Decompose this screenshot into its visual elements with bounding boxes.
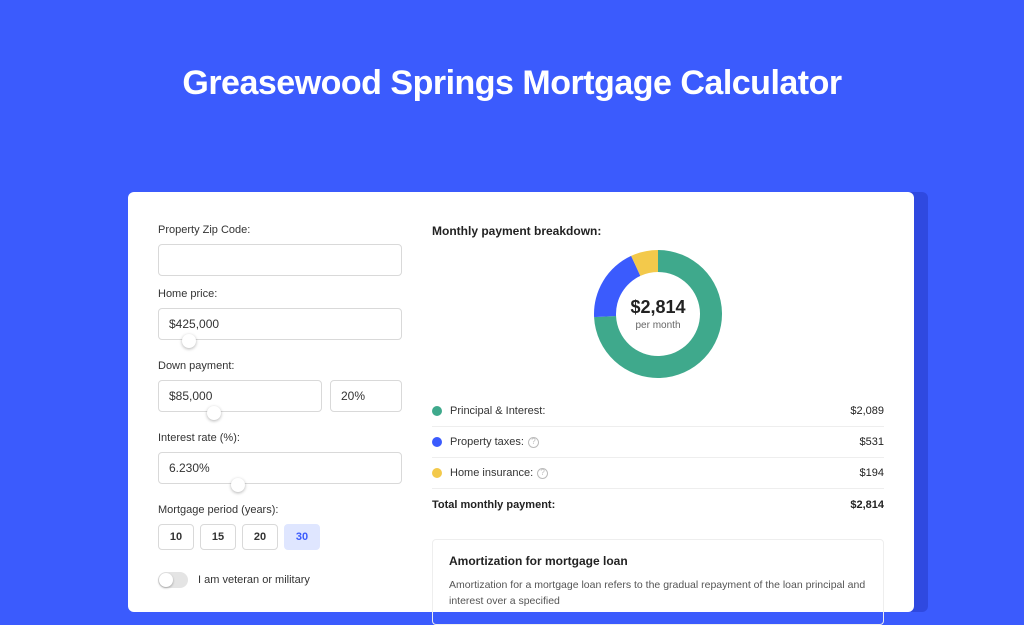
donut-center-sub: per month (630, 320, 685, 331)
down-payment-slider[interactable] (158, 410, 402, 420)
veteran-toggle[interactable] (158, 572, 188, 588)
total-amount: $2,814 (850, 499, 884, 511)
breakdown-line-amount: $194 (860, 467, 884, 479)
breakdown-line-amount: $2,089 (850, 405, 884, 417)
period-option-15[interactable]: 15 (200, 524, 236, 550)
veteran-label: I am veteran or military (198, 574, 310, 586)
period-option-20[interactable]: 20 (242, 524, 278, 550)
calculator-card: Property Zip Code: Home price: Down paym… (128, 192, 914, 612)
donut-center-amount: $2,814 (630, 297, 685, 318)
breakdown-line-amount: $531 (860, 436, 884, 448)
home-price-label: Home price: (158, 288, 402, 300)
donut-chart: $2,814 per month (594, 250, 722, 378)
interest-rate-slider[interactable] (158, 482, 402, 492)
interest-rate-label: Interest rate (%): (158, 432, 402, 444)
breakdown-title: Monthly payment breakdown: (432, 224, 884, 238)
home-price-input[interactable] (158, 308, 402, 340)
period-label: Mortgage period (years): (158, 504, 402, 516)
breakdown-line: Property taxes:?$531 (432, 426, 884, 457)
amortization-section: Amortization for mortgage loan Amortizat… (432, 539, 884, 625)
breakdown-line: Principal & Interest:$2,089 (432, 396, 884, 426)
interest-rate-slider-thumb[interactable] (231, 478, 245, 492)
down-payment-label: Down payment: (158, 360, 402, 372)
total-label: Total monthly payment: (432, 499, 850, 511)
amortization-title: Amortization for mortgage loan (449, 554, 867, 568)
amortization-text: Amortization for a mortgage loan refers … (449, 578, 867, 610)
veteran-toggle-knob (159, 573, 173, 587)
breakdown-line-label: Home insurance:? (450, 467, 860, 479)
down-payment-pct-input[interactable] (330, 380, 402, 412)
home-price-slider-thumb[interactable] (182, 334, 196, 348)
page-title: Greasewood Springs Mortgage Calculator (0, 64, 1024, 103)
period-options: 10152030 (158, 524, 402, 550)
home-price-slider[interactable] (158, 338, 402, 348)
down-payment-slider-thumb[interactable] (207, 406, 221, 420)
zip-label: Property Zip Code: (158, 224, 402, 236)
legend-swatch (432, 437, 442, 447)
breakdown-line-label: Principal & Interest: (450, 405, 850, 417)
breakdown-line-label: Property taxes:? (450, 436, 860, 448)
legend-swatch (432, 406, 442, 416)
interest-rate-input[interactable] (158, 452, 402, 484)
info-icon[interactable]: ? (528, 437, 539, 448)
info-icon[interactable]: ? (537, 468, 548, 479)
down-payment-input[interactable] (158, 380, 322, 412)
period-option-30[interactable]: 30 (284, 524, 320, 550)
period-option-10[interactable]: 10 (158, 524, 194, 550)
zip-input[interactable] (158, 244, 402, 276)
legend-swatch (432, 468, 442, 478)
breakdown-line: Home insurance:?$194 (432, 457, 884, 488)
